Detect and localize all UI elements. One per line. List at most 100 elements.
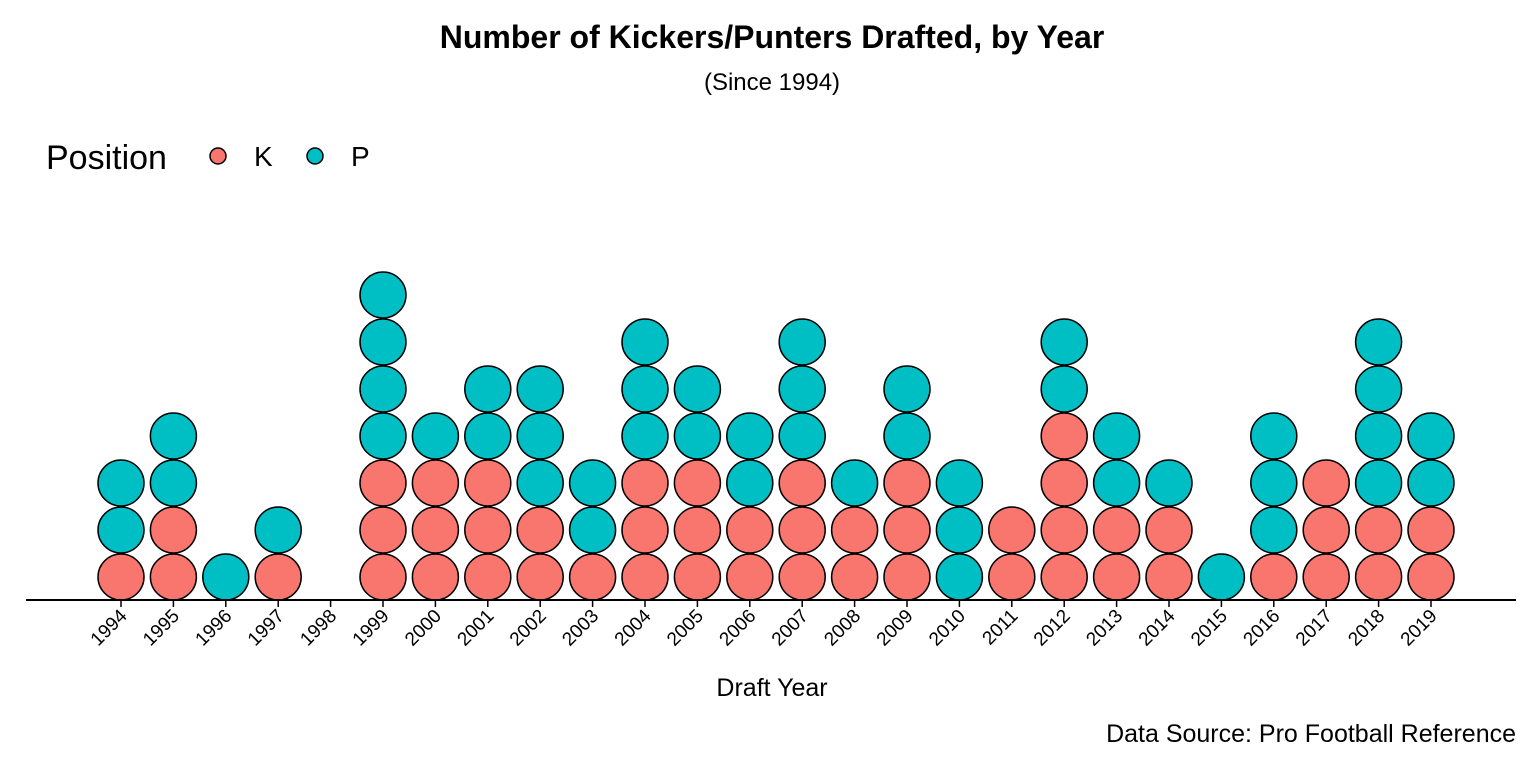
dot-k-2013-2 bbox=[1092, 506, 1141, 554]
dot-p-2016-2 bbox=[1250, 459, 1298, 507]
x-tick-label-2001: 2001 bbox=[454, 606, 499, 651]
dot-k-2014-2 bbox=[1145, 506, 1193, 554]
dot-k-1999-3 bbox=[359, 459, 407, 507]
x-tick-label-2003: 2003 bbox=[558, 606, 603, 651]
dot-p-2013-2 bbox=[1092, 412, 1141, 460]
x-tick-label-2000: 2000 bbox=[401, 606, 446, 651]
dot-p-1994-1 bbox=[97, 506, 145, 554]
dot-p-2004-2 bbox=[621, 365, 669, 413]
x-tick-label-2009: 2009 bbox=[873, 606, 918, 651]
x-tick-label-2010: 2010 bbox=[925, 606, 970, 651]
dot-k-2017-2 bbox=[1302, 506, 1350, 554]
dot-k-2004-1 bbox=[621, 553, 669, 601]
dot-k-2004-3 bbox=[621, 459, 669, 507]
dot-k-2005-1 bbox=[673, 553, 722, 601]
x-tick-label-1999: 1999 bbox=[349, 606, 394, 651]
x-tick-label-1997: 1997 bbox=[244, 606, 289, 651]
dot-p-2012-2 bbox=[1040, 318, 1088, 366]
x-tick-label-2011: 2011 bbox=[979, 606, 1023, 650]
dot-k-2006-2 bbox=[726, 506, 774, 554]
x-tick-label-2004: 2004 bbox=[611, 605, 656, 650]
dot-k-2009-3 bbox=[883, 459, 931, 507]
x-tick-label-2013: 2013 bbox=[1082, 606, 1127, 651]
dot-p-1997-1 bbox=[254, 506, 302, 554]
caption: Data Source: Pro Football Reference bbox=[1106, 720, 1516, 748]
dot-k-2007-2 bbox=[778, 506, 826, 554]
dot-p-2010-1 bbox=[935, 553, 984, 601]
x-tick-label-2006: 2006 bbox=[716, 606, 761, 651]
dot-p-2001-2 bbox=[464, 365, 512, 413]
dot-k-2019-2 bbox=[1407, 506, 1455, 554]
dot-p-2003-1 bbox=[568, 506, 617, 554]
x-tick-label-1994: 1994 bbox=[87, 605, 132, 650]
dot-k-2001-2 bbox=[464, 506, 512, 554]
dot-p-1999-1 bbox=[359, 412, 407, 460]
dot-p-2015-1 bbox=[1197, 553, 1246, 601]
dot-k-2005-3 bbox=[673, 459, 722, 507]
dot-p-2003-2 bbox=[568, 459, 617, 507]
dot-k-2009-1 bbox=[883, 553, 931, 601]
dot-k-2009-2 bbox=[883, 506, 931, 554]
x-tick-label-1996: 1996 bbox=[192, 606, 237, 651]
dot-p-2007-1 bbox=[778, 412, 826, 460]
dot-k-2001-3 bbox=[464, 459, 512, 507]
dot-k-2011-2 bbox=[988, 506, 1036, 554]
dot-p-2006-1 bbox=[726, 459, 774, 507]
dots-layer bbox=[97, 271, 1455, 601]
dot-k-2000-2 bbox=[411, 506, 460, 554]
dot-p-2000-1 bbox=[411, 412, 460, 460]
dot-k-2018-1 bbox=[1354, 553, 1403, 601]
dot-k-1999-2 bbox=[359, 506, 407, 554]
legend-label-k: K bbox=[254, 141, 273, 172]
dot-p-2002-2 bbox=[516, 412, 564, 460]
dot-k-2001-1 bbox=[464, 553, 512, 601]
dot-k-2004-2 bbox=[621, 506, 669, 554]
x-tick-label-1998: 1998 bbox=[296, 606, 341, 651]
dot-k-1997-1 bbox=[254, 553, 302, 601]
dot-k-2017-3 bbox=[1302, 459, 1350, 507]
dot-k-2007-1 bbox=[778, 553, 826, 601]
dot-k-2013-1 bbox=[1092, 553, 1141, 601]
dot-p-2006-2 bbox=[726, 412, 774, 460]
dot-k-2002-2 bbox=[516, 506, 564, 554]
dot-p-2005-1 bbox=[673, 412, 722, 460]
x-axis-title: Draft Year bbox=[716, 674, 827, 702]
dot-p-2002-3 bbox=[516, 365, 564, 413]
dot-p-2012-1 bbox=[1040, 365, 1088, 413]
dot-p-2018-4 bbox=[1354, 318, 1403, 366]
dot-p-2016-3 bbox=[1250, 412, 1298, 460]
x-tick-label-2018: 2018 bbox=[1344, 606, 1389, 651]
dot-k-2007-3 bbox=[778, 459, 826, 507]
dot-p-1999-3 bbox=[359, 318, 407, 366]
x-tick-label-2017: 2017 bbox=[1292, 606, 1337, 651]
dot-k-2012-2 bbox=[1040, 506, 1088, 554]
dot-k-2016-1 bbox=[1250, 553, 1298, 601]
x-tick-label-2019: 2019 bbox=[1397, 606, 1442, 651]
dot-k-2012-4 bbox=[1040, 412, 1088, 460]
dot-k-2011-1 bbox=[988, 553, 1036, 601]
dot-p-1994-2 bbox=[97, 459, 145, 507]
dot-p-2014-1 bbox=[1145, 459, 1193, 507]
dot-p-2002-1 bbox=[516, 459, 564, 507]
dot-k-2018-2 bbox=[1354, 506, 1403, 554]
dot-p-2019-2 bbox=[1407, 412, 1455, 460]
dot-p-1995-2 bbox=[149, 412, 198, 460]
dot-k-2005-2 bbox=[673, 506, 722, 554]
dot-p-2008-1 bbox=[830, 459, 879, 507]
dot-p-2018-2 bbox=[1354, 412, 1403, 460]
dot-p-2013-1 bbox=[1092, 459, 1141, 507]
dot-p-2004-1 bbox=[621, 412, 669, 460]
dot-k-2008-1 bbox=[830, 553, 879, 601]
dot-k-1994-1 bbox=[97, 553, 145, 601]
x-axis-ticks: 1994 1995 1996 1997 1998 1999 2000 2001 2002 2003… bbox=[87, 600, 1442, 650]
dot-p-2010-3 bbox=[935, 459, 984, 507]
x-tick-label-2005: 2005 bbox=[663, 606, 708, 651]
x-tick-label-2002: 2002 bbox=[506, 606, 551, 651]
dot-p-2010-2 bbox=[935, 506, 984, 554]
legend-key-k bbox=[209, 147, 227, 165]
dot-p-1995-1 bbox=[149, 459, 198, 507]
dot-p-1996-1 bbox=[202, 553, 250, 601]
x-tick-label-1995: 1995 bbox=[139, 606, 184, 651]
